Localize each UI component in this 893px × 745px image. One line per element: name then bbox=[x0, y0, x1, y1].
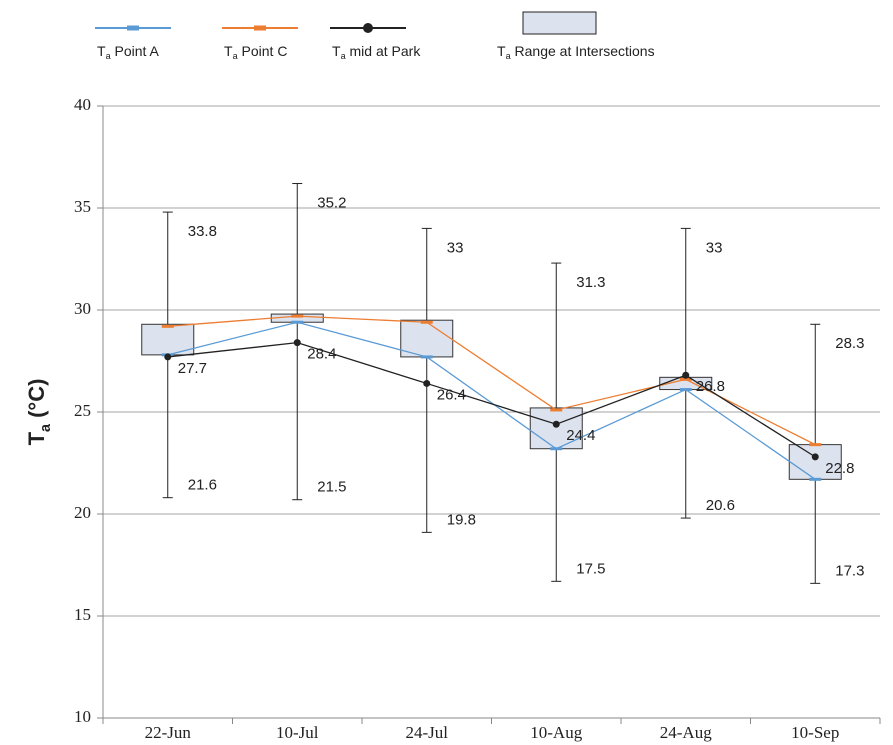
range-box bbox=[788, 444, 842, 480]
point bbox=[550, 408, 563, 412]
y-tick-label: 35 bbox=[74, 197, 91, 216]
point bbox=[679, 388, 692, 392]
point bbox=[811, 453, 819, 461]
low-annotation: 17.3 bbox=[835, 562, 864, 579]
high-annotation: 28.3 bbox=[835, 335, 864, 352]
series-line bbox=[167, 315, 816, 446]
point bbox=[420, 320, 433, 324]
high-annotation: 33.8 bbox=[188, 223, 217, 240]
point bbox=[552, 420, 560, 428]
legend-label: Ta Range at Intersections bbox=[497, 43, 655, 62]
y-tick-label: 40 bbox=[74, 95, 91, 114]
high-annotation: 35.2 bbox=[317, 194, 346, 211]
point bbox=[682, 371, 690, 379]
point bbox=[420, 355, 433, 359]
point bbox=[293, 339, 301, 347]
y-axis-label: Ta (°C) bbox=[24, 379, 54, 446]
low-annotation: 19.8 bbox=[447, 511, 476, 528]
legend-label: Ta Point A bbox=[97, 43, 160, 62]
y-tick-label: 20 bbox=[74, 503, 91, 522]
legend-label: Ta Point C bbox=[224, 43, 287, 62]
range-box bbox=[529, 407, 583, 450]
value-label: 24.4 bbox=[566, 427, 595, 444]
point bbox=[161, 324, 174, 328]
high-annotation: 33 bbox=[447, 239, 464, 256]
series-line bbox=[167, 341, 816, 458]
x-tick-label: 24-Jul bbox=[406, 723, 449, 742]
y-tick-label: 25 bbox=[74, 401, 91, 420]
x-tick-label: 22-Jun bbox=[145, 723, 192, 742]
low-annotation: 20.6 bbox=[706, 497, 735, 514]
low-annotation: 17.5 bbox=[576, 560, 605, 577]
point bbox=[291, 314, 304, 318]
point bbox=[291, 320, 304, 324]
point bbox=[679, 377, 692, 381]
point bbox=[164, 353, 172, 361]
x-tick-label: 10-Jul bbox=[276, 723, 319, 742]
point bbox=[423, 379, 431, 387]
legend-label: Ta mid at Park bbox=[332, 43, 421, 62]
low-annotation: 21.5 bbox=[317, 479, 346, 496]
value-label: 26.8 bbox=[696, 378, 725, 395]
low-annotation: 21.6 bbox=[188, 477, 217, 494]
point bbox=[809, 477, 822, 481]
high-annotation: 31.3 bbox=[576, 274, 605, 291]
range-box bbox=[400, 319, 454, 358]
x-tick-label: 24-Aug bbox=[660, 723, 712, 742]
high-annotation: 33 bbox=[706, 239, 723, 256]
legend-marker bbox=[363, 23, 373, 33]
value-label: 27.7 bbox=[178, 360, 207, 377]
value-label: 26.4 bbox=[437, 386, 466, 403]
legend-marker bbox=[127, 25, 139, 31]
y-tick-label: 10 bbox=[74, 707, 91, 726]
point bbox=[809, 443, 822, 447]
x-tick-label: 10-Aug bbox=[530, 723, 582, 742]
x-tick-label: 10-Sep bbox=[791, 723, 839, 742]
value-label: 28.4 bbox=[307, 346, 336, 363]
point bbox=[550, 447, 563, 451]
y-tick-label: 30 bbox=[74, 299, 91, 318]
legend-box bbox=[522, 11, 597, 35]
legend-marker bbox=[254, 25, 266, 31]
y-tick-label: 15 bbox=[74, 605, 91, 624]
series-line bbox=[167, 321, 816, 480]
value-label: 22.8 bbox=[825, 460, 854, 477]
